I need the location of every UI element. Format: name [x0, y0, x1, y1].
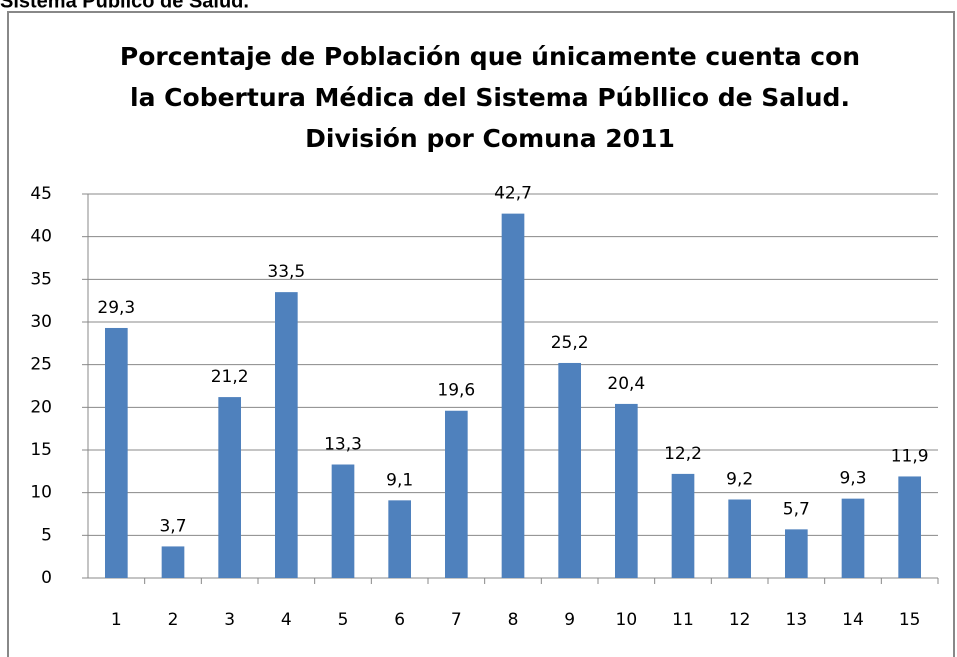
x-tick-label: 11: [672, 610, 694, 630]
x-tick-label: 8: [508, 610, 519, 630]
data-label: 19,6: [437, 381, 475, 401]
data-label: 9,1: [386, 470, 413, 490]
y-tick-label: 35: [30, 269, 52, 289]
bar: [841, 498, 865, 578]
bar: [671, 473, 695, 578]
data-label: 3,7: [159, 516, 186, 536]
data-label: 20,4: [607, 374, 645, 394]
x-tick-label: 12: [729, 610, 751, 630]
data-label: 12,2: [664, 444, 702, 464]
bar: [728, 499, 751, 578]
data-label: 21,2: [211, 367, 249, 387]
data-label: 5,7: [783, 499, 810, 519]
data-label: 29,3: [97, 298, 135, 318]
data-label: 33,5: [267, 262, 305, 282]
bar: [275, 292, 298, 578]
chart-title: Porcentaje de Población que únicamente c…: [120, 42, 860, 71]
bar: [558, 362, 581, 578]
data-label: 9,2: [726, 469, 753, 489]
bar: [898, 476, 921, 578]
x-tick-label: 15: [899, 610, 921, 630]
x-tick-label: 14: [842, 610, 864, 630]
bar: [388, 500, 411, 578]
x-tick-label: 4: [281, 610, 292, 630]
y-tick-label: 25: [30, 355, 52, 375]
data-label: 42,7: [494, 184, 532, 204]
bar: [785, 529, 808, 578]
y-tick-label: 40: [30, 227, 52, 247]
bar: [501, 213, 525, 579]
y-tick-label: 20: [30, 397, 52, 417]
x-tick-label: 1: [111, 610, 122, 630]
x-tick-label: 3: [224, 610, 235, 630]
chart-title: la Cobertura Médica del Sistema Públlico…: [130, 83, 850, 112]
x-tick-label: 5: [338, 610, 349, 630]
bar: [218, 397, 241, 578]
bar: [331, 464, 355, 578]
data-label: 11,9: [891, 446, 929, 466]
bar: [445, 410, 468, 578]
chart-title: División por Comuna 2011: [305, 124, 675, 153]
data-label: 13,3: [324, 435, 362, 455]
x-tick-label: 6: [394, 610, 405, 630]
bar: [161, 546, 185, 578]
bar: [615, 403, 638, 578]
x-tick-label: 2: [168, 610, 179, 630]
y-tick-label: 30: [30, 312, 52, 332]
y-tick-label: 5: [41, 525, 52, 545]
y-tick-label: 0: [41, 568, 52, 588]
x-tick-label: 7: [451, 610, 462, 630]
y-tick-label: 45: [30, 184, 52, 204]
data-label: 9,3: [839, 469, 866, 489]
x-tick-label: 10: [616, 610, 638, 630]
x-tick-label: 13: [786, 610, 808, 630]
y-tick-label: 10: [30, 483, 52, 503]
y-tick-label: 15: [30, 440, 52, 460]
x-tick-label: 9: [564, 610, 575, 630]
bar: [105, 327, 128, 578]
data-label: 25,2: [551, 333, 589, 353]
header: Sistema Público de Salud.: [0, 0, 249, 12]
